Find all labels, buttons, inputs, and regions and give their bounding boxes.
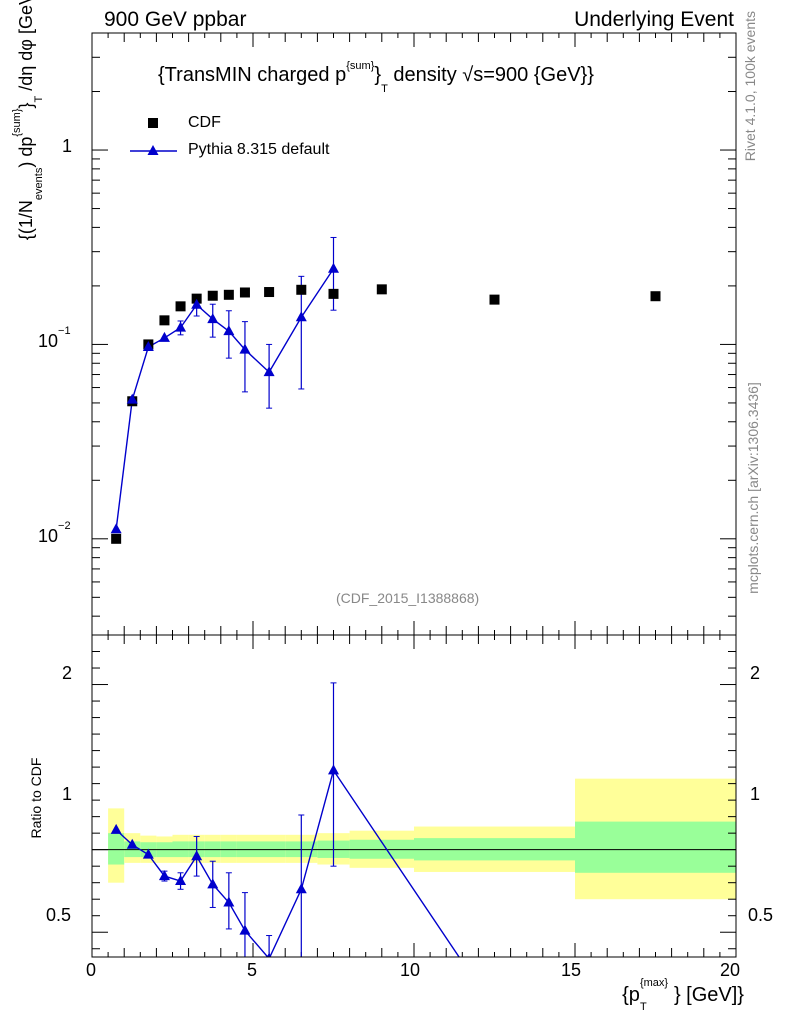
ratio-point-10 (295, 883, 307, 894)
ratio-point-6 (207, 878, 219, 889)
band-inner-14 (575, 821, 736, 873)
pythia-point-5 (191, 298, 203, 309)
ratio-ytick-label-right-1: 1 (750, 784, 761, 804)
ratio-point-4 (175, 875, 187, 886)
xtick-label-20: 20 (720, 960, 741, 980)
cdf-point-0 (111, 533, 122, 544)
pythia-point-0 (110, 523, 122, 534)
cdf-point-13 (489, 294, 500, 305)
cdf-point-6 (207, 290, 218, 301)
cdf-point-8 (239, 287, 250, 298)
pythia-point-10 (295, 311, 307, 322)
pythia-point-2 (142, 340, 154, 351)
x-axis-label: {p {max} T} [GeV]} (622, 977, 744, 1013)
pythia-point-1 (126, 393, 138, 404)
cdf-point-9 (264, 287, 275, 298)
cdf-point-11 (328, 288, 339, 299)
cdf-point-14 (650, 291, 661, 302)
ratio-point-3 (158, 870, 170, 881)
ratio-point-7 (223, 896, 235, 907)
cdf-point-5 (191, 293, 202, 304)
pythia-point-6 (207, 313, 219, 324)
xtick-label-10: 10 (400, 960, 421, 980)
pythia-point-11 (328, 262, 339, 273)
cdf-point-10 (296, 284, 307, 295)
ratio-ytick-label-2: 2 (62, 663, 73, 683)
band-inner-0 (108, 833, 125, 865)
xtick-label-5: 5 (247, 960, 258, 980)
ratio-point-8 (239, 924, 251, 935)
legend-markers (130, 118, 177, 155)
pythia-line (115, 268, 335, 530)
cdf-point-4 (175, 301, 186, 312)
ratio-ytick-label-right-0.5: 0.5 (748, 905, 774, 925)
ratio-uncertainty-bands (92, 778, 736, 900)
ytick-label-0.01: 10−2 (38, 520, 71, 546)
cdf-point-3 (159, 315, 170, 326)
main-y-axis-label: {(1/Nevents) dp{sum}}T /dη dφ [GeV]} (11, 0, 45, 241)
ratio-series (110, 682, 460, 957)
legend-label-cdf: CDF (188, 114, 221, 131)
chart-title: {TransMIN charged p{sum}}T density √s=90… (158, 60, 594, 95)
ratio-point-0 (110, 823, 122, 834)
pythia-point-7 (223, 325, 235, 336)
ytick-label-1: 1 (62, 136, 73, 156)
legend-marker-pythia (147, 145, 159, 155)
ratio-point-1 (126, 838, 138, 849)
analysis-watermark: (CDF_2015_I1388868) (336, 590, 480, 606)
pythia-point-4 (175, 321, 187, 332)
rivet-version-label: Rivet 4.1.0, 100k events (742, 11, 758, 162)
header-right: Underlying Event (574, 8, 734, 31)
ratio-series-clipped (110, 682, 460, 957)
legend-label-pythia: Pythia 8.315 default (188, 141, 330, 158)
pythia-point-8 (239, 343, 251, 354)
cdf-point-7 (223, 289, 234, 300)
ratio-point-5 (191, 850, 203, 861)
xtick-label-0: 0 (86, 960, 97, 980)
ratio-ytick-label-1: 1 (62, 784, 73, 804)
xtick-label-15: 15 (561, 960, 582, 980)
ratio-point-2 (142, 848, 154, 859)
mcplots-credit-label: mcplots.cern.ch [arXiv:1306.3436] (745, 382, 761, 594)
ratio-point-9 (266, 952, 272, 957)
main-series (110, 236, 661, 544)
pythia-point-3 (158, 331, 170, 342)
ratio-plot-frame (91, 634, 737, 958)
axis-ticks (91, 32, 737, 957)
ytick-label-0.1: 10−1 (38, 325, 71, 351)
header-left: 900 GeV ppbar (104, 8, 247, 31)
ratio-point-11 (328, 764, 339, 775)
ratio-ytick-label-right-2: 2 (750, 663, 761, 683)
pythia-point-9 (263, 366, 275, 377)
ratio-ytick-label-0.5: 0.5 (46, 905, 72, 925)
legend-marker-cdf (148, 118, 158, 128)
ratio-y-axis-label: Ratio to CDF (28, 757, 44, 839)
cdf-point-12 (376, 284, 387, 295)
